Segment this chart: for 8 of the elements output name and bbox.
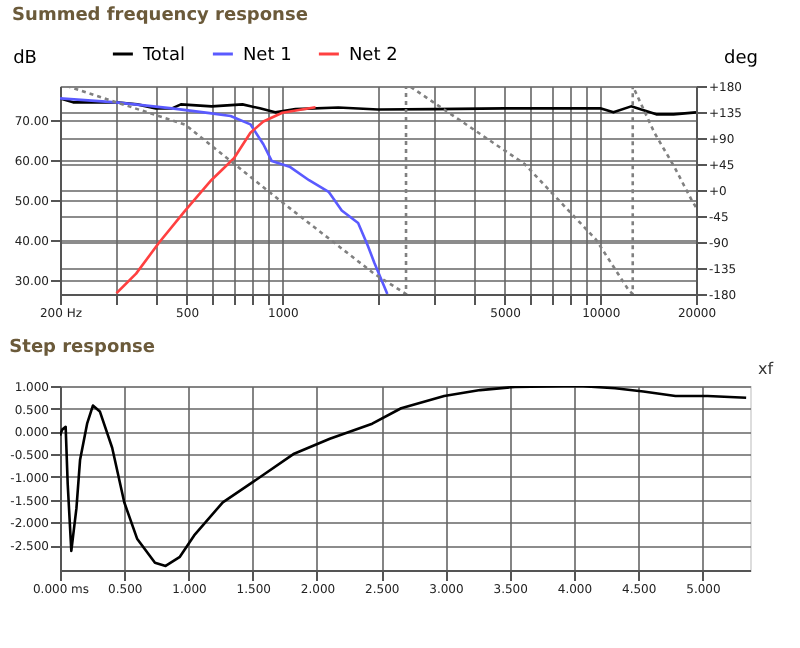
- text: xf: [758, 360, 774, 378]
- legend-label: Net 1: [242, 46, 292, 66]
- chart-title: Summed frequency response: [12, 6, 308, 26]
- legend-label: Total: [140, 46, 185, 66]
- y-axis-title: dB: [13, 49, 37, 69]
- legend-label: Net 2: [348, 46, 398, 66]
- chart-title: Step response: [9, 338, 156, 358]
- y2-axis-title: deg: [724, 49, 758, 69]
